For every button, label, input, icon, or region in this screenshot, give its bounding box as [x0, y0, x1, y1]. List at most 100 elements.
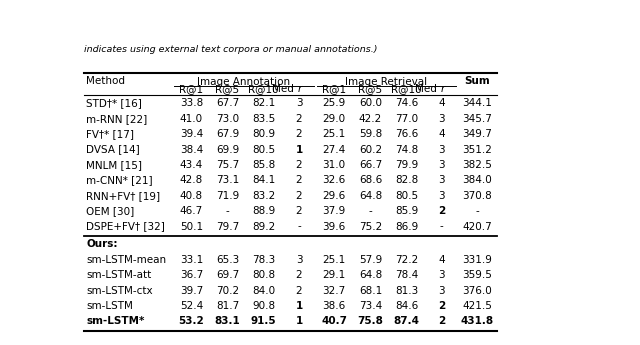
Text: R@10: R@10 — [391, 84, 422, 94]
Text: 344.1: 344.1 — [462, 98, 492, 108]
Text: 85.9: 85.9 — [395, 206, 419, 216]
Text: 2: 2 — [296, 160, 302, 170]
Text: FV†* [17]: FV†* [17] — [86, 129, 134, 139]
Text: 80.9: 80.9 — [252, 129, 275, 139]
Text: sm-LSTM-mean: sm-LSTM-mean — [86, 255, 166, 265]
Text: 69.9: 69.9 — [216, 145, 239, 155]
Text: 85.8: 85.8 — [252, 160, 275, 170]
Text: m-CNN* [21]: m-CNN* [21] — [86, 175, 153, 185]
Text: r: r — [440, 84, 445, 94]
Text: R@5: R@5 — [358, 84, 383, 94]
Text: 80.5: 80.5 — [252, 145, 275, 155]
Text: 79.7: 79.7 — [216, 221, 239, 231]
Text: 84.0: 84.0 — [252, 286, 275, 296]
Text: 1: 1 — [295, 316, 303, 326]
Text: 42.2: 42.2 — [359, 114, 382, 124]
Text: 72.2: 72.2 — [395, 255, 419, 265]
Text: 4: 4 — [438, 98, 445, 108]
Text: 89.2: 89.2 — [252, 221, 275, 231]
Text: 2: 2 — [296, 191, 302, 201]
Text: 42.8: 42.8 — [180, 175, 203, 185]
Text: 4: 4 — [438, 129, 445, 139]
Text: 1: 1 — [295, 301, 303, 311]
Text: 420.7: 420.7 — [463, 221, 492, 231]
Text: 43.4: 43.4 — [180, 160, 203, 170]
Text: 84.6: 84.6 — [395, 301, 419, 311]
Text: 3: 3 — [296, 255, 302, 265]
Text: 1: 1 — [295, 145, 303, 155]
Text: 40.8: 40.8 — [180, 191, 203, 201]
Text: 83.1: 83.1 — [214, 316, 241, 326]
Text: 67.7: 67.7 — [216, 98, 239, 108]
Text: 67.9: 67.9 — [216, 129, 239, 139]
Text: 3: 3 — [438, 175, 445, 185]
Text: 75.2: 75.2 — [359, 221, 382, 231]
Text: 82.1: 82.1 — [252, 98, 275, 108]
Text: 68.1: 68.1 — [359, 286, 382, 296]
Text: 91.5: 91.5 — [251, 316, 276, 326]
Text: 2: 2 — [296, 286, 302, 296]
Text: 384.0: 384.0 — [463, 175, 492, 185]
Text: DVSA [14]: DVSA [14] — [86, 145, 140, 155]
Text: RNN+FV† [19]: RNN+FV† [19] — [86, 191, 161, 201]
Text: 32.7: 32.7 — [323, 286, 346, 296]
Text: 68.6: 68.6 — [359, 175, 382, 185]
Text: 421.5: 421.5 — [462, 301, 492, 311]
Text: Med: Med — [415, 84, 440, 94]
Text: 83.5: 83.5 — [252, 114, 275, 124]
Text: 74.6: 74.6 — [395, 98, 419, 108]
Text: 84.1: 84.1 — [252, 175, 275, 185]
Text: -: - — [226, 206, 229, 216]
Text: 82.8: 82.8 — [395, 175, 419, 185]
Text: 83.2: 83.2 — [252, 191, 275, 201]
Text: 33.1: 33.1 — [180, 255, 203, 265]
Text: 81.7: 81.7 — [216, 301, 239, 311]
Text: 70.2: 70.2 — [216, 286, 239, 296]
Text: 78.4: 78.4 — [395, 270, 419, 280]
Text: 32.6: 32.6 — [323, 175, 346, 185]
Text: DSPE+FV† [32]: DSPE+FV† [32] — [86, 221, 165, 231]
Text: 60.2: 60.2 — [359, 145, 382, 155]
Text: 25.1: 25.1 — [323, 129, 346, 139]
Text: 29.0: 29.0 — [323, 114, 346, 124]
Text: 27.4: 27.4 — [323, 145, 346, 155]
Text: -: - — [369, 206, 372, 216]
Text: OEM [30]: OEM [30] — [86, 206, 134, 216]
Text: 88.9: 88.9 — [252, 206, 275, 216]
Text: 65.3: 65.3 — [216, 255, 239, 265]
Text: 31.0: 31.0 — [323, 160, 346, 170]
Text: 81.3: 81.3 — [395, 286, 419, 296]
Text: 74.8: 74.8 — [395, 145, 419, 155]
Text: 331.9: 331.9 — [462, 255, 492, 265]
Text: 36.7: 36.7 — [180, 270, 203, 280]
Text: indicates using external text corpora or manual annotations.): indicates using external text corpora or… — [84, 46, 378, 55]
Text: 3: 3 — [296, 98, 302, 108]
Text: 2: 2 — [438, 206, 445, 216]
Text: 351.2: 351.2 — [462, 145, 492, 155]
Text: Ours:: Ours: — [86, 239, 118, 249]
Text: 80.8: 80.8 — [252, 270, 275, 280]
Text: 38.4: 38.4 — [180, 145, 203, 155]
Text: 33.8: 33.8 — [180, 98, 203, 108]
Text: 349.7: 349.7 — [462, 129, 492, 139]
Text: 71.9: 71.9 — [216, 191, 239, 201]
Text: Method: Method — [86, 76, 125, 86]
Text: 2: 2 — [296, 175, 302, 185]
Text: 3: 3 — [438, 114, 445, 124]
Text: 2: 2 — [296, 270, 302, 280]
Text: R@1: R@1 — [179, 84, 204, 94]
Text: 53.2: 53.2 — [179, 316, 204, 326]
Text: 73.4: 73.4 — [359, 301, 382, 311]
Text: 37.9: 37.9 — [323, 206, 346, 216]
Text: 73.1: 73.1 — [216, 175, 239, 185]
Text: 90.8: 90.8 — [252, 301, 275, 311]
Text: Image Annotation: Image Annotation — [197, 77, 291, 87]
Text: sm-LSTM: sm-LSTM — [86, 301, 133, 311]
Text: 64.8: 64.8 — [359, 270, 382, 280]
Text: 66.7: 66.7 — [359, 160, 382, 170]
Text: 3: 3 — [438, 145, 445, 155]
Text: STD†* [16]: STD†* [16] — [86, 98, 142, 108]
Text: 3: 3 — [438, 286, 445, 296]
Text: 39.7: 39.7 — [180, 286, 203, 296]
Text: 60.0: 60.0 — [359, 98, 382, 108]
